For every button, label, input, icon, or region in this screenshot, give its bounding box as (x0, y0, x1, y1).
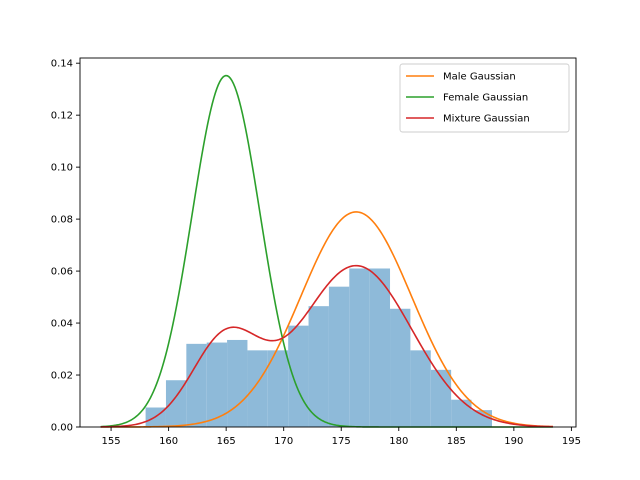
plot-frame (79, 57, 577, 428)
axes: 155 160 165 170 175 180 185 190 195 0.00 0.02 0.04 0… (51, 57, 581, 447)
x-tick-label: 165 (217, 436, 236, 447)
legend-label: Mixture Gaussian (443, 114, 530, 125)
y-tick-label: 0.14 (51, 59, 73, 70)
histogram-bar (206, 342, 228, 427)
histogram-bar (328, 286, 350, 427)
legend-box (399, 63, 570, 133)
x-tick-label: 190 (504, 436, 523, 447)
y-tick-label: 0.10 (51, 163, 73, 174)
legend-label: Male Gaussian (443, 72, 516, 83)
series-line (100, 211, 554, 428)
y-tick-label: 0.06 (51, 267, 73, 278)
x-tick-label: 170 (274, 436, 293, 447)
histogram-bar (369, 268, 391, 427)
histogram-bar (308, 306, 329, 427)
x-tick-label: 180 (389, 436, 408, 447)
histogram-bar (247, 350, 268, 427)
y-tick-label: 0.00 (51, 423, 73, 434)
histogram-bar (390, 308, 411, 427)
x-tick-label: 195 (562, 436, 581, 447)
x-tick-label: 160 (159, 436, 178, 447)
histogram-bar (227, 339, 248, 427)
x-tick-label: 155 (102, 436, 121, 447)
y-tick-label: 0.12 (51, 111, 73, 122)
legend: Male Gaussian Female Gaussian Mixture Gaus… (399, 63, 570, 133)
series-line (100, 264, 553, 428)
histogram-bar (267, 350, 289, 427)
x-tick-label: 175 (332, 436, 351, 447)
y-tick-label: 0.08 (51, 215, 73, 226)
histogram-bar (430, 369, 452, 427)
histogram-bar (410, 350, 431, 427)
legend-label: Female Gaussian (443, 93, 528, 104)
y-tick-label: 0.02 (51, 371, 73, 382)
histogram-bar (288, 325, 309, 427)
y-tick-label: 0.04 (51, 319, 73, 330)
histogram-bar (451, 399, 472, 427)
histogram-bar (349, 268, 370, 427)
histogram-bars (145, 268, 492, 427)
histogram-bar (186, 343, 207, 427)
x-tick-label: 185 (447, 436, 466, 447)
histogram-bar (165, 380, 187, 427)
